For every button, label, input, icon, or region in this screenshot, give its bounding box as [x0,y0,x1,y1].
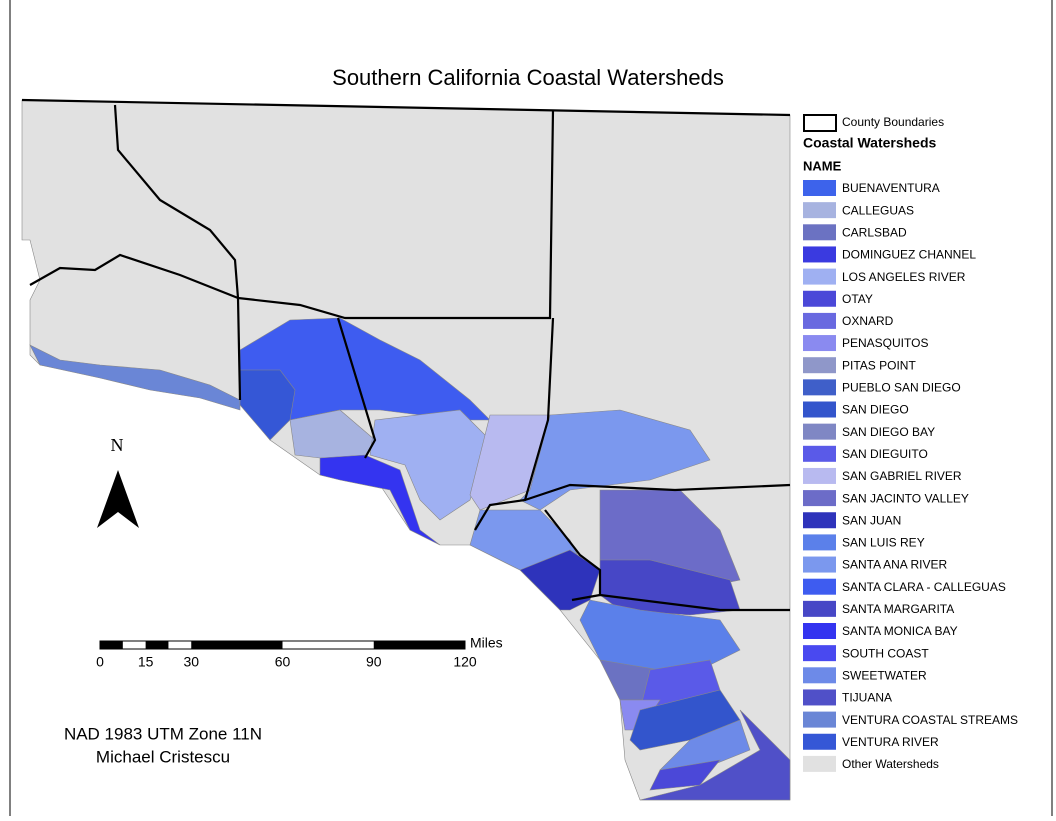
legend-label: County Boundaries [842,115,944,129]
legend-swatch [803,357,836,374]
legend-swatch [803,401,836,418]
legend-swatch [803,467,836,484]
legend-label: BUENAVENTURA [842,181,940,195]
legend-heading: Coastal Watersheds [803,135,937,151]
watershed [639,709,791,801]
legend-label: PITAS POINT [842,358,916,372]
county-boundary [113,104,555,320]
legend-swatch [803,556,836,573]
scale-segment [100,641,123,649]
scale-segment [145,641,169,649]
county-swatch [803,114,837,132]
legend-swatch [803,335,836,352]
legend-label: CALLEGUAS [842,203,914,217]
legend-label: OXNARD [842,314,894,328]
legend-label: TIJUANA [842,691,892,705]
map-area [21,98,791,801]
legend-swatch [803,224,836,241]
scale-label: 0 [96,654,104,670]
legend-label: VENTURA COASTAL STREAMS [842,713,1018,727]
legend-label: SANTA ANA RIVER [842,558,947,572]
county-boundary [21,98,791,117]
legend-swatch [803,202,836,219]
legend-swatch [803,600,836,617]
map-title: Southern California Coastal Watersheds [332,65,724,90]
north-label: N [111,435,124,455]
legend-swatch [803,490,836,507]
legend-label: SAN JACINTO VALLEY [842,491,969,505]
legend-label: PUEBLO SAN DIEGO [842,381,961,395]
county-boundary [524,483,791,502]
legend-field: NAME [803,158,842,173]
county-boundary [571,593,601,602]
scale-unit: Miles [470,635,503,651]
scale-label: 120 [453,654,477,670]
legend-label: SANTA CLARA - CALLEGUAS [842,580,1006,594]
legend-swatch [803,445,836,462]
legend: BUENAVENTURA CALLEGUAS CARLSBAD DOMINGUEZ C… [803,180,1018,772]
scale-segment [191,641,283,649]
scale-segment [373,641,465,649]
legend-label: OTAY [842,292,873,306]
legend-label: SANTA MARGARITA [842,602,954,616]
legend-swatch [803,623,836,639]
legend-swatch [803,534,836,551]
legend-label: SAN DIEGUITO [842,447,928,461]
legend-label: VENTURA RIVER [842,735,939,749]
legend-label: SAN JUAN [842,513,901,527]
legend-label: SOUTH COAST [842,646,929,660]
scale-label: 60 [275,654,291,670]
scale-bar: 0 15 30 60 90 120 Miles [96,635,503,670]
legend-label: Other Watersheds [842,757,939,771]
legend-swatch [803,423,836,440]
scale-label: 15 [138,654,154,670]
legend-swatch [803,180,836,196]
north-arrow [97,470,139,528]
legend-swatch [803,645,836,662]
legend-label: SAN DIEGO [842,403,909,417]
credit: NAD 1983 UTM Zone 11N [64,724,262,743]
legend-swatch [803,268,836,285]
legend-label: DOMINGUEZ CHANNEL [842,248,976,262]
watershed [369,409,491,521]
legend-label: SANTA MONICA BAY [842,624,958,638]
legend-swatch [803,290,836,307]
credit: Michael Cristescu [96,747,230,766]
watershed [659,719,751,771]
legend-swatch [803,246,836,263]
legend-swatch [803,512,836,529]
county-boundary [29,253,242,401]
county-boundary [544,509,790,612]
county-boundary [336,317,377,459]
legend-swatch [803,667,836,684]
legend-label: SWEETWATER [842,668,927,682]
legend-swatch [803,755,836,772]
legend-label: LOS ANGELES RIVER [842,270,966,284]
legend-swatch [803,578,836,595]
legend-swatch [803,689,836,706]
legend-label: PENASQUITOS [842,336,928,350]
legend-swatch [803,312,836,329]
watershed [599,559,741,616]
scale-label: 30 [183,654,199,670]
legend-swatch [803,733,836,750]
legend-label: CARLSBAD [842,225,907,239]
legend-label: SAN DIEGO BAY [842,425,935,439]
scale-label: 90 [366,654,382,670]
legend-swatch [803,711,836,728]
legend-label: SAN LUIS REY [842,536,925,550]
legend-label: SAN GABRIEL RIVER [842,469,962,483]
legend-swatch [803,379,836,396]
watershed [319,454,441,546]
